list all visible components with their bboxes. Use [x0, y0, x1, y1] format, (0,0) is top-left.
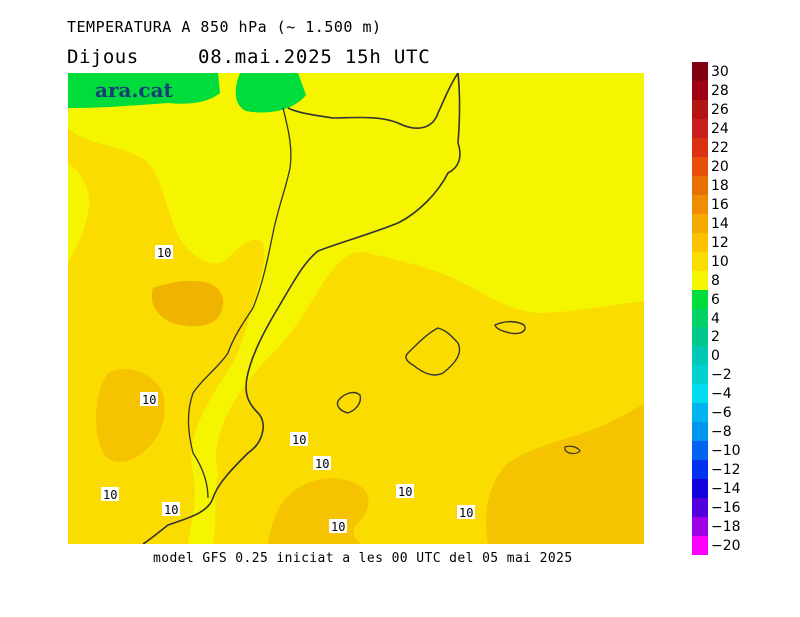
legend-swatch: [692, 384, 708, 404]
legend-label: 0: [711, 348, 720, 365]
forecast-day: Dijous: [67, 46, 139, 68]
contour-label: 10: [142, 393, 156, 407]
temp-band-8-10-west: [68, 163, 90, 263]
island-cabrera: [564, 445, 581, 455]
temp-band-12-14-southeast: [486, 403, 644, 544]
legend-swatch: [692, 441, 708, 461]
legend-swatch: [692, 137, 708, 158]
border-line: [187, 107, 292, 499]
legend-label: 4: [711, 310, 720, 327]
legend-swatch: [692, 62, 708, 82]
legend-label: −2: [711, 367, 732, 384]
legend-label: −4: [711, 386, 732, 403]
legend-swatch: [692, 232, 708, 253]
legend-label: 22: [711, 139, 729, 156]
legend-swatch: [692, 175, 708, 196]
legend-label: 6: [711, 291, 720, 308]
legend-label: −14: [711, 481, 741, 498]
legend-label: 8: [711, 272, 720, 289]
legend-swatch: [692, 498, 708, 518]
legend-swatch: [692, 156, 708, 177]
contour-label: 10: [315, 457, 329, 471]
chart-title: TEMPERATURA A 850 hPa (~ 1.500 m): [67, 18, 382, 36]
brand-logo: ara.cat: [95, 78, 173, 102]
contour-label: 10: [331, 520, 345, 534]
legend-label: 2: [711, 329, 720, 346]
legend-label: 14: [711, 215, 729, 232]
legend-swatch: [692, 536, 708, 556]
legend-label: −10: [711, 443, 741, 460]
temp-band-12-14-west: [151, 280, 224, 327]
legend-swatch: [692, 460, 708, 480]
legend-swatch: [692, 251, 708, 272]
legend-label: 10: [711, 253, 729, 270]
legend-label: 12: [711, 234, 729, 251]
legend-swatch: [692, 99, 708, 120]
legend-swatch: [692, 270, 708, 291]
legend-swatch: [692, 194, 708, 215]
legend-swatch: [692, 403, 708, 423]
legend-label: −8: [711, 424, 732, 441]
contour-label: 10: [398, 485, 412, 499]
contour-label: 10: [292, 433, 306, 447]
legend-label: −12: [711, 462, 741, 479]
island-mallorca: [405, 327, 461, 376]
temperature-map: 10 10 10 10 10 10 10 10 10: [68, 73, 644, 544]
legend-label: −16: [711, 500, 741, 517]
legend-label: 24: [711, 120, 729, 137]
legend-swatch: [692, 327, 708, 347]
contour-label: 10: [103, 488, 117, 502]
coastline: [142, 73, 461, 544]
legend-label: 16: [711, 196, 729, 213]
temp-band-4-6-north: [235, 73, 306, 113]
legend-swatch: [692, 365, 708, 385]
legend-label: 30: [711, 64, 729, 80]
legend-swatch: [692, 346, 708, 366]
temp-band-4-6-northwest: [68, 73, 220, 108]
legend-label: 20: [711, 158, 729, 175]
legend-swatch: [692, 422, 708, 442]
legend-swatch: [692, 479, 708, 499]
legend-swatch: [692, 308, 708, 328]
forecast-datetime: 08.mai.2025 15h UTC: [198, 46, 431, 68]
contour-labels: 10 10 10 10 10 10 10 10 10: [101, 245, 475, 534]
legend-swatch: [692, 517, 708, 537]
model-footer: model GFS 0.25 iniciat a les 00 UTC del …: [153, 551, 573, 566]
legend-label: −18: [711, 519, 741, 536]
contour-label: 10: [459, 506, 473, 520]
legend-label: −6: [711, 405, 732, 422]
island-ibiza: [336, 391, 362, 414]
legend-swatch: [692, 289, 708, 309]
legend-label: 26: [711, 101, 729, 118]
legend-label: 28: [711, 82, 729, 99]
legend-label: 18: [711, 177, 729, 194]
legend-swatch: [692, 213, 708, 234]
legend-swatch: [692, 80, 708, 101]
contour-label: 10: [157, 246, 171, 260]
island-menorca: [494, 320, 526, 335]
legend-label: −20: [711, 538, 741, 555]
map-canvas: 10 10 10 10 10 10 10 10 10: [68, 73, 644, 544]
legend-swatch: [692, 118, 708, 139]
temp-band-8-10: [68, 73, 644, 544]
contour-label: 10: [164, 503, 178, 517]
color-legend: [692, 62, 708, 556]
